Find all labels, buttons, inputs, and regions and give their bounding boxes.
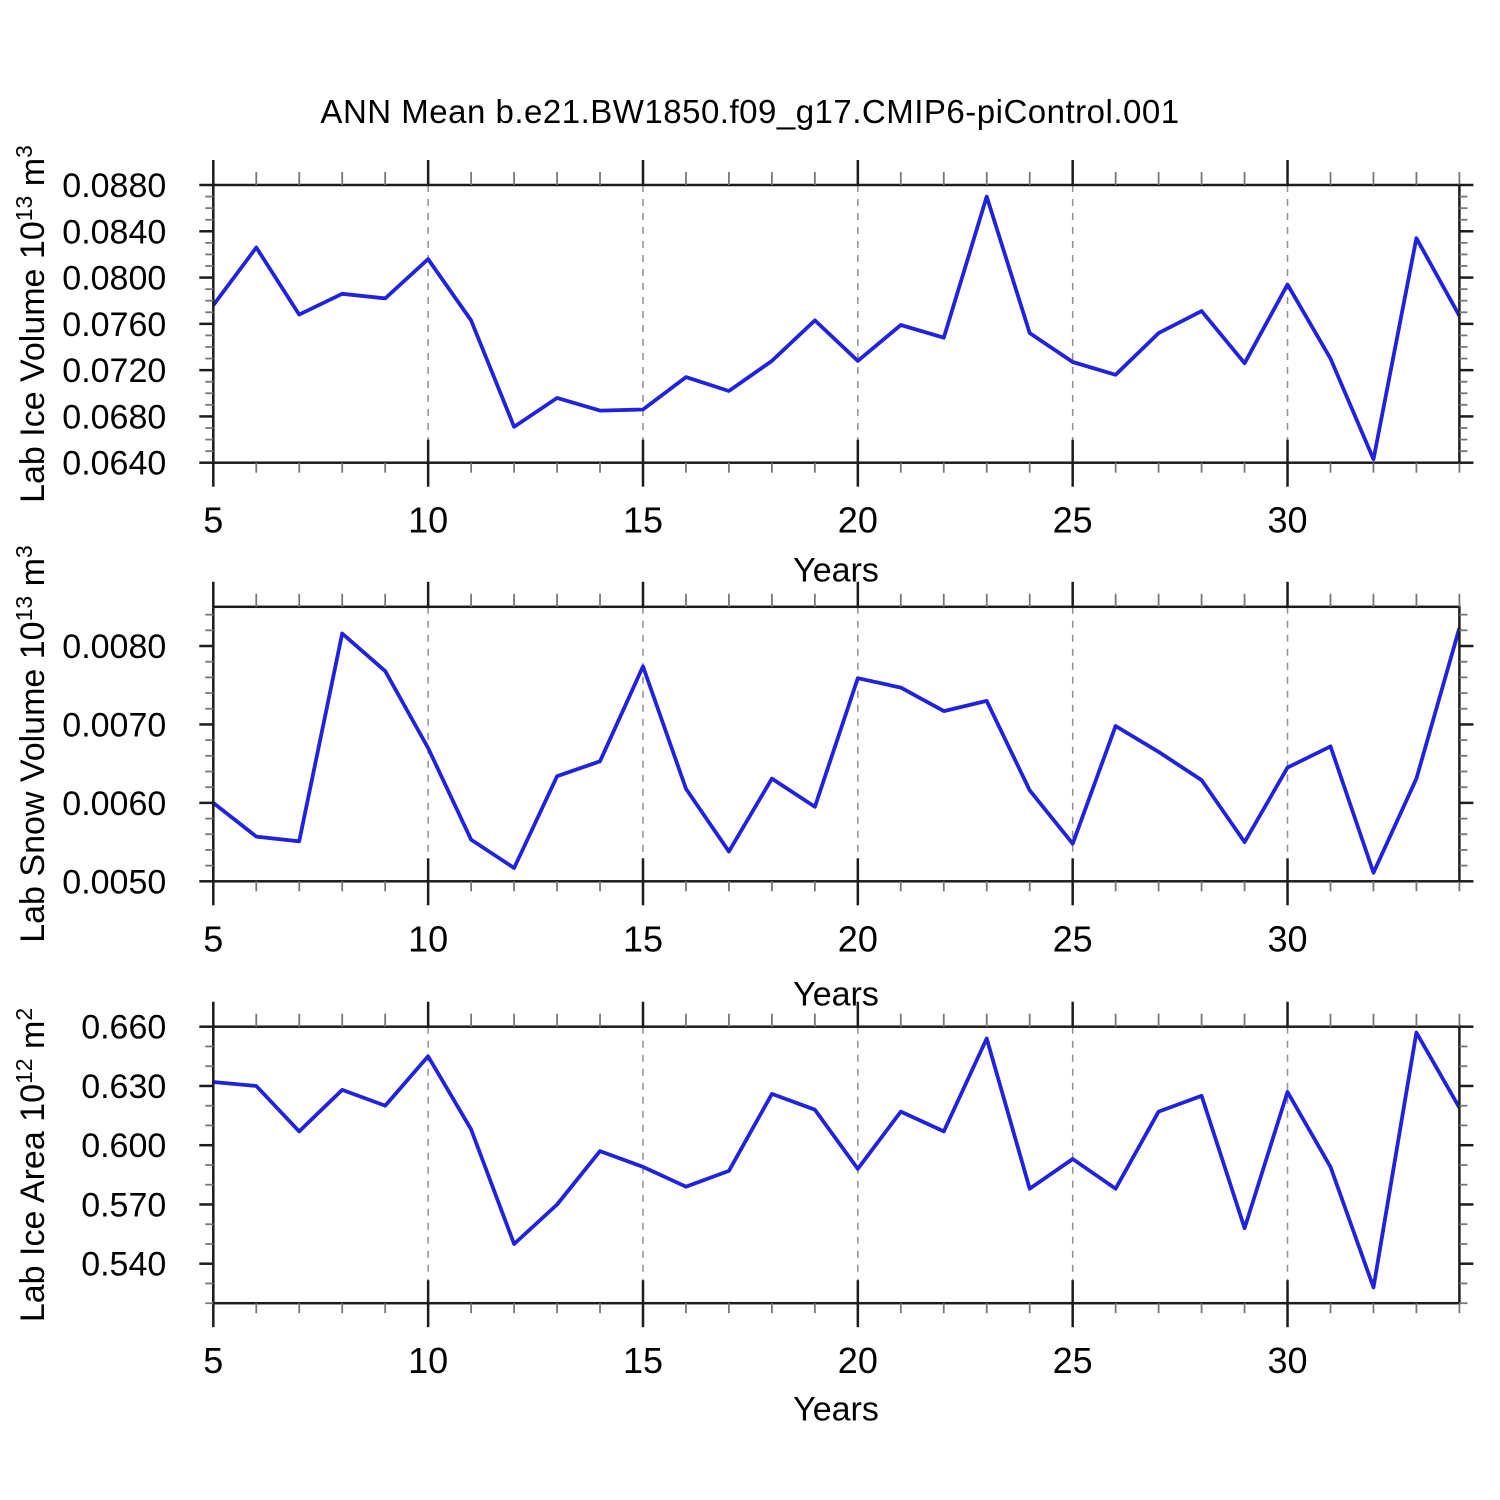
y-tick-label: 0.0720 xyxy=(62,352,166,390)
x-tick-label: 5 xyxy=(203,1340,223,1381)
x-tick-label: 5 xyxy=(203,918,223,959)
series-line-lab-ice-area xyxy=(213,1030,1462,1290)
y-tick-label: 0.0080 xyxy=(62,628,166,666)
y-tick-label: 0.0640 xyxy=(62,445,166,483)
x-tick-label: 15 xyxy=(623,1340,663,1381)
series-line-lab-ice-volume xyxy=(211,194,1462,462)
x-tick-label: 20 xyxy=(838,918,878,959)
plot-border-lab-snow-volume xyxy=(212,605,1461,883)
x-tick-label: 30 xyxy=(1268,918,1308,959)
x-tick-label: 20 xyxy=(838,500,878,541)
y-tick-label: 0.570 xyxy=(81,1186,166,1224)
y-tick-label: 0.0840 xyxy=(62,213,166,251)
x-tick-label: 25 xyxy=(1053,500,1093,541)
x-tick-label: 10 xyxy=(408,918,448,959)
y-tick-label: 0.600 xyxy=(81,1127,166,1165)
y-tick-label: 0.0800 xyxy=(62,260,166,298)
plot-border-lab-ice-volume xyxy=(212,183,1461,464)
x-tick-label: 30 xyxy=(1268,1340,1308,1381)
y-tick-label: 0.0680 xyxy=(62,398,166,436)
panel-lab-ice-area: 5 10 15 20 25 30 0.540 0.570 0.600 0.630 0.660 xyxy=(81,1001,1474,1381)
series-line-lab-snow-volume xyxy=(212,627,1462,875)
y-tick-label: 0.0070 xyxy=(62,706,166,744)
x-tick-label: 15 xyxy=(623,500,663,541)
y-tick-label: 0.0060 xyxy=(62,785,166,823)
y-tick-label: 0.540 xyxy=(81,1246,166,1284)
plot-border-lab-ice-area xyxy=(212,1025,1461,1305)
y-tick-label: 0.0880 xyxy=(62,167,166,205)
x-tick-label: 20 xyxy=(838,1340,878,1381)
x-tick-label: 15 xyxy=(623,918,663,959)
x-tick-label: 25 xyxy=(1053,918,1093,959)
x-axis-title-panel-3: Years xyxy=(793,1390,879,1429)
y-tick-label: 0.660 xyxy=(81,1009,166,1047)
panel-lab-ice-volume: 5 10 15 20 25 30 0.0640 0.0680 0.0720 0.0760 0.080… xyxy=(62,160,1474,541)
chart-title: ANN Mean b.e21.BW1850.f09_g17.CMIP6-piCo… xyxy=(320,93,1180,130)
y-tick-label: 0.0050 xyxy=(62,863,166,901)
x-tick-label: 30 xyxy=(1268,500,1308,541)
x-tick-label: 25 xyxy=(1053,1340,1093,1381)
panel-lab-snow-volume: 5 10 15 20 25 30 0.0050 0.0060 0.0070 0.0080 xyxy=(62,581,1474,959)
x-axis-title-panel-2: Years xyxy=(793,975,879,1014)
x-axis-title-panel-1: Years xyxy=(793,551,879,590)
x-tick-label: 10 xyxy=(408,500,448,541)
y-tick-label: 0.630 xyxy=(81,1068,166,1106)
y-tick-label: 0.0760 xyxy=(62,306,166,344)
x-tick-label: 10 xyxy=(408,1340,448,1381)
x-tick-label: 5 xyxy=(203,500,223,541)
